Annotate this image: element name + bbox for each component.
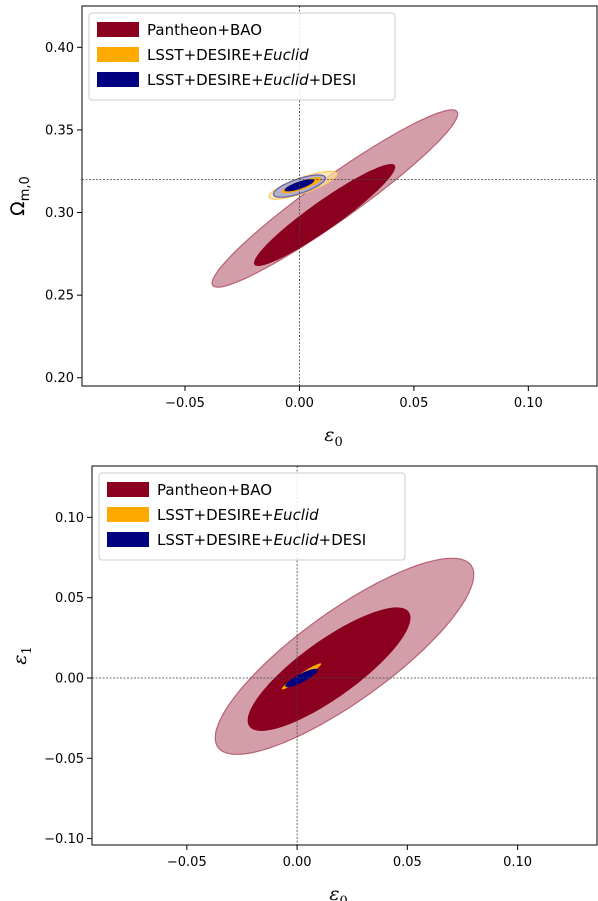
legend-label: Pantheon+BAO bbox=[157, 481, 272, 499]
x-tick-label: 0.05 bbox=[393, 855, 422, 870]
x-axis-label: ε0 bbox=[329, 883, 347, 901]
legend-label: Pantheon+BAO bbox=[147, 21, 262, 39]
chart-panel-1: −0.05 0.00 0.05 0.10 0.20 0.25 0.30 0.35 0.40 ε0 Ω… bbox=[7, 5, 598, 450]
legend-box bbox=[88, 12, 396, 101]
y-axis-label: Ωm,0 bbox=[7, 176, 33, 216]
x-tick-label: 0.00 bbox=[283, 855, 312, 870]
legend-swatch bbox=[97, 47, 139, 62]
y-tick-label: 0.00 bbox=[55, 671, 84, 686]
y-tick-label: 0.40 bbox=[45, 41, 74, 56]
legend-box bbox=[98, 472, 406, 561]
y-tick-label: 0.20 bbox=[45, 371, 74, 386]
x-axis-label: ε0 bbox=[324, 424, 342, 450]
legend-swatch bbox=[97, 22, 139, 37]
y-axis-label: ε1 bbox=[9, 646, 35, 664]
legend: Pantheon+BAO LSST+DESIRE+Euclid LSST+DESIR… bbox=[98, 472, 406, 561]
x-tick-label: 0.10 bbox=[514, 396, 543, 411]
legend-label: LSST+DESIRE+Euclid bbox=[147, 46, 309, 64]
legend-label: LSST+DESIRE+Euclid+DESI bbox=[147, 71, 356, 89]
chart-panel-2: −0.05 0.00 0.05 0.10 −0.10 −0.05 0.00 0.05 0.10 ε… bbox=[9, 465, 598, 901]
y-tick-label: 0.35 bbox=[45, 123, 74, 138]
x-tick-label: 0.05 bbox=[399, 396, 428, 411]
x-tick-label: −0.05 bbox=[165, 396, 205, 411]
legend-swatch bbox=[107, 482, 149, 497]
legend-label: LSST+DESIRE+Euclid bbox=[157, 506, 319, 524]
axes-frame bbox=[81, 5, 598, 387]
contour-inner-series-1 bbox=[254, 164, 396, 266]
y-tick-label: 0.05 bbox=[55, 591, 84, 606]
x-tick-label: 0.10 bbox=[503, 855, 532, 870]
legend-swatch bbox=[97, 72, 139, 87]
y-tick-label: −0.05 bbox=[44, 752, 84, 767]
y-tick-label: −0.10 bbox=[44, 832, 84, 847]
legend: Pantheon+BAO LSST+DESIRE+Euclid LSST+DESIR… bbox=[88, 12, 396, 101]
y-tick-label: 0.10 bbox=[55, 511, 84, 526]
y-tick-label: 0.25 bbox=[45, 289, 74, 304]
x-tick-label: −0.05 bbox=[167, 855, 207, 870]
legend-swatch bbox=[107, 532, 149, 547]
y-tick-label: 0.30 bbox=[45, 206, 74, 221]
axes-frame bbox=[91, 465, 598, 846]
legend-label: LSST+DESIRE+Euclid+DESI bbox=[157, 531, 366, 549]
x-tick-label: 0.00 bbox=[285, 396, 314, 411]
legend-swatch bbox=[107, 507, 149, 522]
plot-area bbox=[82, 6, 597, 386]
contour-inner-series-3 bbox=[285, 668, 318, 688]
contour-inner-series-1 bbox=[247, 607, 411, 731]
plot-area bbox=[92, 466, 597, 845]
